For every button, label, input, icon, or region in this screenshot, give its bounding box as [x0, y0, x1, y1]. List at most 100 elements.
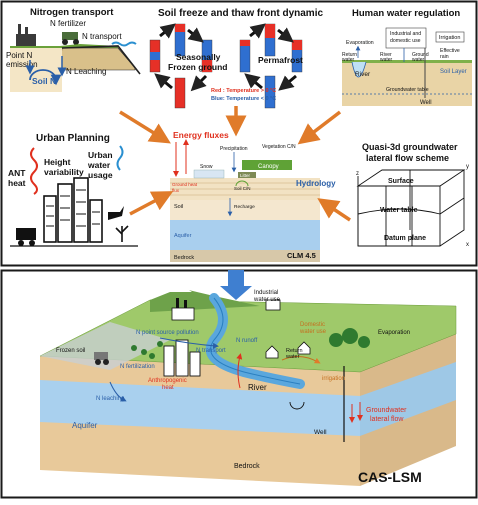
irrigation-label: irrigation [322, 376, 345, 382]
clm-model-label: CLM 4.5 [287, 251, 316, 260]
point-n-label: Point N [6, 51, 32, 60]
slope-line [61, 45, 141, 75]
house-icon [297, 341, 311, 355]
svg-text:flux: flux [172, 188, 180, 193]
anthropogenic-heat-label: Anthropogenic [148, 378, 187, 384]
svg-text:Canopy: Canopy [258, 164, 279, 170]
cas-lsm-label: CAS-LSM [358, 469, 422, 485]
well-label: Well [420, 100, 432, 106]
clm-aquifer-label: Aquifer [174, 233, 192, 239]
permafrost-columns [239, 23, 303, 109]
bedrock-label: Bedrock [234, 463, 260, 470]
factory-icon [171, 307, 195, 321]
svg-text:Industrial and: Industrial and [390, 31, 421, 37]
svg-text:Effective: Effective [440, 48, 460, 54]
landscape-block [39, 284, 457, 486]
urban-planning-panel: Urban Planning ANT heat Height variabili… [8, 133, 138, 247]
svg-text:ANT: ANT [8, 168, 26, 178]
nitrogen-title: Nitrogen transport [30, 7, 114, 18]
recharge-label: Recharge [234, 204, 255, 210]
svg-text:Irrigation: Irrigation [439, 35, 460, 41]
svg-text:Return: Return [342, 52, 357, 58]
snow-label: Snow [200, 164, 213, 170]
permafrost-label: Permafrost [258, 55, 303, 65]
n-leaching-label: N leaching [96, 396, 124, 402]
n-fertilization-label: N fertilization [120, 364, 155, 370]
soil-cn-label: Soil C/N [234, 186, 251, 191]
svg-text:heat: heat [8, 178, 26, 188]
trees-icon [131, 328, 370, 359]
industrial-box [385, 27, 427, 49]
nitrogen-transport-panel: Nitrogen transport N fertilizer N transp… [6, 7, 141, 92]
aquifer-band [170, 220, 320, 250]
n-fertilizer-label: N fertilizer [50, 19, 86, 28]
soil-n-label: Soil N [32, 76, 56, 86]
svg-text:domestic use: domestic use [390, 38, 421, 44]
factory-icon [16, 34, 36, 46]
groundwater-table-label: Groundwater table [386, 87, 429, 93]
aquifer-label: Aquifer [72, 421, 98, 430]
svg-text:Ground: Ground [412, 52, 429, 58]
freeze-thaw-title: Soil freeze and thaw front dynamic [158, 8, 323, 19]
irrigation-box [435, 31, 465, 43]
domestic-water-label: Domestic [300, 322, 325, 328]
return-water-label: Return [286, 348, 303, 354]
svg-text:Frozen ground: Frozen ground [168, 62, 228, 72]
svg-text:water use: water use [253, 297, 281, 303]
energy-fluxes-label: Energy fluxes [173, 130, 229, 140]
canopy-box [242, 160, 292, 170]
surface-label: Surface [388, 178, 414, 185]
river-label: River [355, 71, 371, 78]
river-channel [351, 61, 367, 78]
svg-text:x: x [466, 242, 469, 248]
svg-text:water use: water use [299, 329, 327, 335]
n-transport-label: N transport [82, 32, 122, 41]
legend-blue: Blue: Temperature < 0 °C [211, 96, 276, 102]
svg-text:emission: emission [6, 60, 38, 69]
quasi-3d-panel: Quasi-3d groundwater lateral flow scheme… [356, 142, 469, 248]
water-wave-icon [111, 41, 137, 47]
truck-icon [16, 228, 36, 240]
n-runoff-label: N runoff [236, 338, 258, 344]
svg-text:water: water [412, 57, 425, 63]
svg-text:usage: usage [88, 170, 113, 180]
urban-water-usage-label: Urban [88, 150, 113, 160]
seasonal-label: Seasonally [176, 52, 221, 62]
datum-plane-label: Datum plane [384, 235, 426, 242]
groundwater-flow-label: Groundwater [366, 407, 407, 414]
human-water-panel: Human water regulation Industrial and do… [342, 8, 472, 106]
freeze-thaw-panel: Soil freeze and thaw front dynamic Seaso… [149, 8, 323, 109]
hydrology-label: Hydrology [296, 179, 336, 188]
clm-soil-label: Soil [174, 204, 183, 210]
soil-n-cycle-arrow [29, 69, 62, 86]
river-label: River [248, 383, 267, 392]
human-water-title: Human water regulation [352, 8, 460, 19]
svg-text:Litter: Litter [240, 173, 251, 178]
clm-bedrock-label: Bedrock [174, 255, 194, 261]
quasi-grid-box [356, 169, 466, 247]
soil-layer-label: Soil Layer [440, 69, 467, 75]
aquifer-layer [40, 380, 360, 436]
city-buildings [43, 177, 103, 243]
svg-text:water: water [87, 160, 111, 170]
plant-icon [115, 225, 129, 242]
quasi-title-line2: lateral flow scheme [366, 153, 449, 163]
svg-text:variability: variability [44, 167, 84, 177]
connector-arrows [119, 106, 351, 222]
water-table-label: Water table [380, 207, 418, 214]
svg-text:water: water [342, 57, 355, 63]
chimney-icon [18, 24, 21, 34]
svg-text:water: water [380, 57, 393, 63]
tractor-icon [62, 32, 78, 40]
down-arrow [220, 270, 252, 300]
evaporation-label: Evaporation [346, 40, 374, 46]
svg-text:z: z [356, 171, 359, 177]
snow-cap [168, 284, 192, 292]
watering-can-icon [108, 206, 124, 220]
vegetation-label: Vegetation C/N [262, 144, 296, 150]
svg-text:lateral flow: lateral flow [370, 416, 404, 423]
svg-text:rain: rain [440, 54, 449, 60]
precipitation-label: Precipitation [220, 146, 248, 152]
